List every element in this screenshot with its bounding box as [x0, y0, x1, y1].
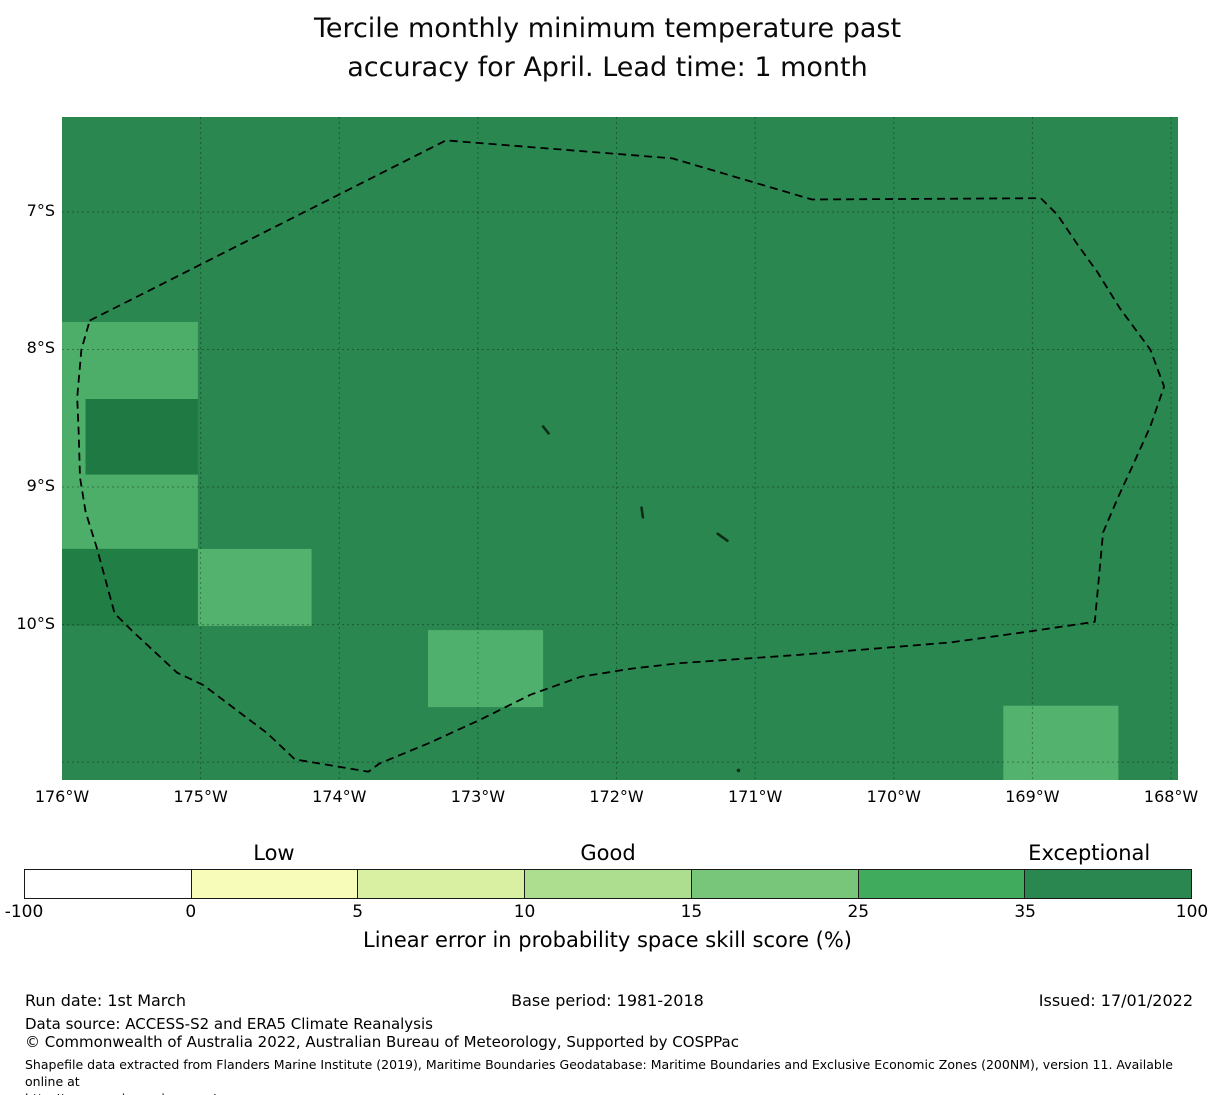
- map-cell: [85, 399, 198, 475]
- footer-shapefile-line2: http://www.marineregions.org/.: [25, 1090, 1195, 1095]
- colorbar-tick-label: 35: [1014, 902, 1036, 922]
- x-tick-label: 172°W: [589, 787, 644, 806]
- colorbar-tick-label: 5: [352, 902, 364, 922]
- y-tick-label: 9°S: [26, 476, 55, 495]
- colorbar-segment: [1024, 870, 1192, 898]
- map-cell: [62, 474, 198, 549]
- x-tick-label: 171°W: [727, 787, 783, 806]
- colorbar-tick-label: 25: [847, 902, 870, 922]
- x-tick-label: 170°W: [866, 787, 921, 806]
- y-tick-label: 7°S: [26, 200, 55, 220]
- x-tick-label: 174°W: [312, 787, 367, 806]
- map-cell: [1003, 705, 1119, 780]
- colorbar-category-label: Exceptional: [1028, 841, 1151, 865]
- colorbar-segment: [25, 870, 191, 898]
- footer-shapefile-note: Shapefile data extracted from Flanders M…: [25, 1056, 1195, 1095]
- colorbar-category-label: Good: [580, 841, 636, 865]
- island-mark: [716, 532, 729, 543]
- island-mark: [541, 425, 550, 435]
- map-cell: [428, 630, 544, 708]
- colorbar-tick-label: 15: [680, 902, 703, 922]
- map-background: [62, 117, 1178, 780]
- footer-run-date: Run date: 1st March: [25, 991, 186, 1010]
- x-tick-label: 173°W: [450, 787, 506, 806]
- footer-base-period: Base period: 1981-2018: [511, 991, 704, 1010]
- chart-title-line1: Tercile monthly minimum temperature past: [313, 13, 902, 44]
- colorbar-caption: Linear error in probability space skill …: [363, 928, 852, 952]
- island-mark: [640, 506, 645, 519]
- x-tick-label: 168°W: [1143, 787, 1199, 806]
- map-cell: [62, 548, 198, 626]
- colorbar-tick-label: 100: [1175, 902, 1209, 922]
- footer-data-source: Data source: ACCESS-S2 and ERA5 Climate …: [25, 1015, 433, 1033]
- island-mark: [736, 768, 741, 773]
- footer-copyright: © Commonwealth of Australia 2022, Austra…: [25, 1033, 739, 1051]
- colorbar-segment: [857, 870, 1025, 898]
- chart-title-line2: accuracy for April. Lead time: 1 month: [347, 52, 868, 83]
- colorbar-tick-label: 10: [513, 902, 536, 922]
- map-canvas: [62, 117, 1178, 780]
- y-tick-label: 8°S: [26, 338, 55, 358]
- x-tick-label: 176°W: [34, 787, 90, 806]
- colorbar-tick-label: -100: [4, 902, 44, 922]
- eez-boundary: [76, 139, 1165, 773]
- map-cell: [62, 322, 198, 399]
- map-plot: [62, 117, 1178, 780]
- colorbar: [24, 869, 1192, 899]
- map-cell: [197, 548, 312, 626]
- colorbar-segment: [524, 870, 691, 898]
- footer-shapefile-line1: Shapefile data extracted from Flanders M…: [25, 1057, 1173, 1089]
- colorbar-category-label: Low: [253, 841, 295, 865]
- footer-issued: Issued: 17/01/2022: [1038, 991, 1193, 1010]
- map-cell: [62, 399, 86, 475]
- colorbar-segment: [190, 870, 358, 898]
- chart-title: Tercile monthly minimum temperature past…: [0, 9, 1215, 87]
- y-tick-label: 10°S: [16, 613, 55, 633]
- colorbar-segment: [357, 870, 525, 898]
- colorbar-tick-label: 0: [185, 902, 197, 922]
- x-tick-label: 175°W: [173, 787, 228, 806]
- colorbar-segment: [690, 870, 858, 898]
- x-tick-label: 169°W: [1005, 787, 1060, 806]
